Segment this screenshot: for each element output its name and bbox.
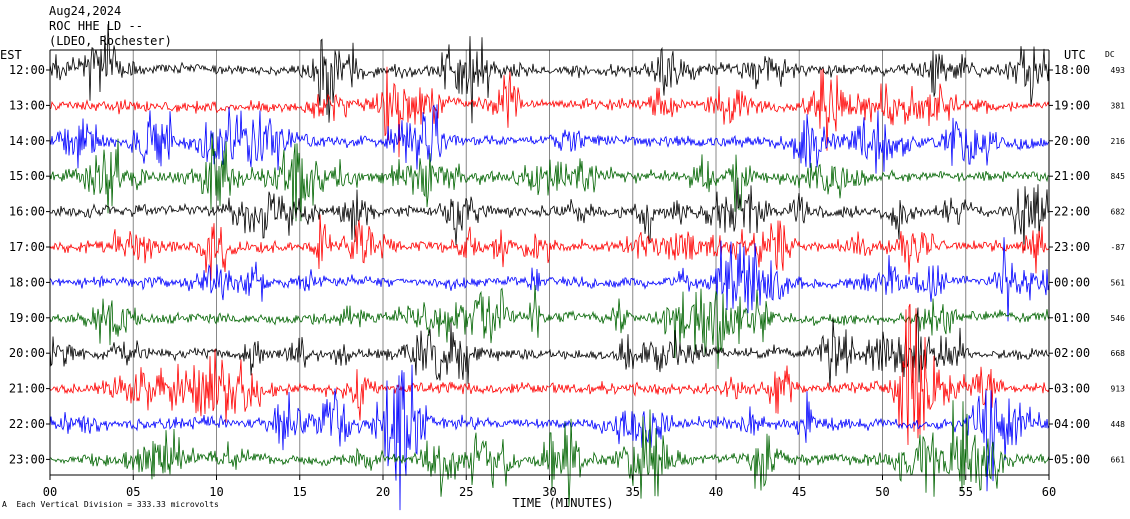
seismic-traces bbox=[49, 24, 1050, 511]
est-label: 13:00 bbox=[9, 98, 45, 112]
vertical-grid bbox=[132, 50, 967, 475]
trace-2100 bbox=[49, 303, 1050, 446]
dc-value: 448 bbox=[1111, 420, 1126, 429]
x-axis-title: TIME (MINUTES) bbox=[512, 496, 613, 510]
dc-value: 381 bbox=[1111, 101, 1126, 110]
utc-label: 02:00 bbox=[1054, 346, 1090, 360]
est-label: 14:00 bbox=[9, 134, 45, 148]
dc-value: 546 bbox=[1111, 314, 1126, 323]
est-axis-label: EST bbox=[0, 48, 22, 62]
utc-label: 23:00 bbox=[1054, 240, 1090, 254]
dc-value: -87 bbox=[1111, 243, 1126, 252]
x-tick-label: 60 bbox=[1042, 485, 1056, 499]
x-tick-label: 15 bbox=[293, 485, 307, 499]
x-tick-label: 00 bbox=[43, 485, 57, 499]
x-tick-label: 50 bbox=[875, 485, 889, 499]
trace-2300 bbox=[49, 400, 1050, 507]
station-date: Aug24,2024 bbox=[49, 4, 122, 18]
utc-label: 20:00 bbox=[1054, 134, 1090, 148]
est-label: 12:00 bbox=[9, 63, 45, 77]
trace-1800 bbox=[49, 237, 1050, 322]
x-tick-label: 05 bbox=[126, 485, 140, 499]
x-tick-label: 35 bbox=[626, 485, 640, 499]
dc-value: 913 bbox=[1111, 385, 1126, 394]
dc-value: 668 bbox=[1111, 349, 1126, 358]
dc-column-label: DC bbox=[1105, 50, 1115, 59]
trace-1400 bbox=[49, 104, 1050, 174]
station-code: ROC HHE LD -- bbox=[49, 19, 143, 33]
est-label: 16:00 bbox=[9, 205, 45, 219]
scale-note: A Each Vertical Division = 333.33 microv… bbox=[2, 500, 219, 509]
est-label: 23:00 bbox=[9, 452, 45, 466]
x-tick-label: 30 bbox=[542, 485, 556, 499]
dc-value: 561 bbox=[1111, 278, 1126, 287]
x-tick-label: 45 bbox=[792, 485, 806, 499]
utc-label: 22:00 bbox=[1054, 205, 1090, 219]
x-tick-label: 25 bbox=[459, 485, 473, 499]
est-label: 15:00 bbox=[9, 169, 45, 183]
x-tick-label: 10 bbox=[209, 485, 223, 499]
scale-note-text: Each Vertical Division = 333.33 microvol… bbox=[16, 500, 219, 509]
x-tick-label: 55 bbox=[959, 485, 973, 499]
trace-1500 bbox=[49, 133, 1050, 222]
utc-label: 18:00 bbox=[1054, 63, 1090, 77]
est-label: 18:00 bbox=[9, 275, 45, 289]
trace-1200 bbox=[49, 24, 1050, 124]
utc-label: 05:00 bbox=[1054, 452, 1090, 466]
est-label: 21:00 bbox=[9, 382, 45, 396]
est-label: 17:00 bbox=[9, 240, 45, 254]
station-location: (LDEO, Rochester) bbox=[49, 34, 172, 48]
est-label: 22:00 bbox=[9, 417, 45, 431]
trace-2000 bbox=[49, 307, 1050, 388]
dc-value: 493 bbox=[1111, 66, 1126, 75]
est-label: 20:00 bbox=[9, 346, 45, 360]
trace-1300 bbox=[49, 66, 1050, 158]
utc-label: 21:00 bbox=[1054, 169, 1090, 183]
trace-2200 bbox=[49, 364, 1050, 511]
trace-1600 bbox=[49, 179, 1050, 251]
x-tick-label: 40 bbox=[709, 485, 723, 499]
trace-1700 bbox=[49, 214, 1050, 281]
utc-axis-label: UTC bbox=[1064, 48, 1086, 62]
dc-value: 661 bbox=[1111, 455, 1126, 464]
scale-glyph: A bbox=[2, 500, 7, 509]
utc-label: 19:00 bbox=[1054, 98, 1090, 112]
utc-label: 03:00 bbox=[1054, 382, 1090, 396]
dc-value: 682 bbox=[1111, 208, 1126, 217]
x-axis-ticks: 00 05 10 15 20 25 30 35 40 45 50 55 60 bbox=[43, 475, 1056, 499]
utc-label: 00:00 bbox=[1054, 275, 1090, 289]
est-label: 19:00 bbox=[9, 311, 45, 325]
utc-label: 04:00 bbox=[1054, 417, 1090, 431]
dc-value: 216 bbox=[1111, 137, 1126, 146]
x-tick-label: 20 bbox=[376, 485, 390, 499]
utc-label: 01:00 bbox=[1054, 311, 1090, 325]
trace-1900 bbox=[49, 284, 1050, 369]
row-labels: 12:00 18:00 493 13:00 19:00 381 14:00 20:00 216 1… bbox=[9, 63, 1125, 466]
dc-value: 845 bbox=[1111, 172, 1126, 181]
